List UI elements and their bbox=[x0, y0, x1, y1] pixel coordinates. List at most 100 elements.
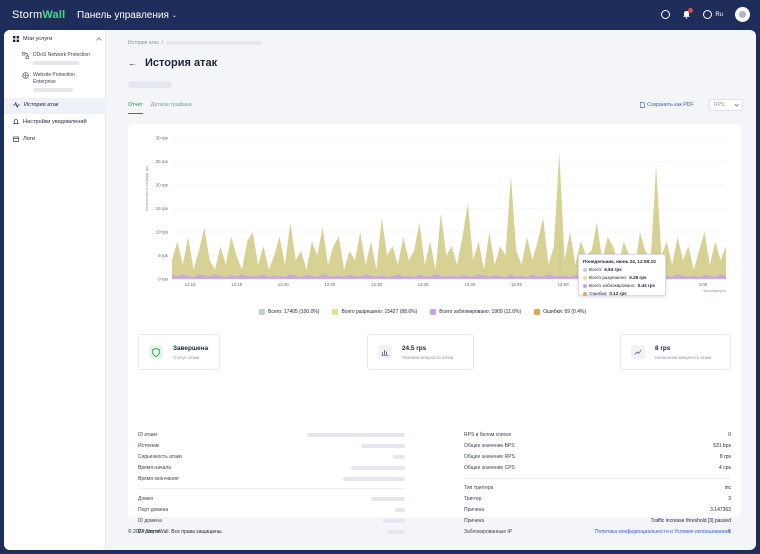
detail-label: Домен bbox=[138, 496, 154, 502]
x-tick-label: 12:20 bbox=[278, 282, 290, 287]
y-tick-label: 30 rps bbox=[156, 136, 169, 141]
globe-icon bbox=[703, 10, 713, 19]
skeleton bbox=[33, 88, 73, 92]
detail-label: Порт домена bbox=[138, 507, 169, 513]
metric-select-value: RPS bbox=[714, 102, 725, 108]
legend-item[interactable]: Всего заблокировано: 1909 (11.0%) bbox=[430, 309, 521, 315]
legend-label: Ошибки: 69 (0.4%) bbox=[543, 309, 587, 315]
footer-copyright: © 2024 StormWall. Все права защищены. bbox=[128, 529, 223, 535]
page-title-row: ← История атак bbox=[128, 57, 217, 69]
panel-title[interactable]: Панель управления ⌄ bbox=[77, 10, 177, 21]
detail-label: ID услуги bbox=[138, 529, 160, 535]
attack-chart[interactable]: 30 rps 25 rps 20 rps 15 rps 10 rps 5 rps 0 rps… bbox=[128, 124, 741, 304]
tooltip-row-value: 6.84 rps bbox=[604, 267, 622, 272]
x-tick-label: 12:50 bbox=[558, 282, 570, 287]
tooltip-row: Всего: 6.84 rps bbox=[583, 266, 661, 274]
tooltip-row: Ошибки: 0.12 rps bbox=[583, 290, 661, 298]
tooltip-title: Понедельник, июнь 24, 12:59:10 bbox=[583, 259, 656, 264]
tab-traffic-details[interactable]: Детали трафика bbox=[150, 102, 192, 108]
breadcrumb-link[interactable]: История атак bbox=[128, 40, 159, 46]
trend-up-icon bbox=[631, 345, 645, 359]
stat-label: Пиковая мощность атаки bbox=[402, 355, 454, 360]
skeleton bbox=[393, 454, 405, 459]
tooltip-row: Всего заблокировано: 0.44 rps bbox=[583, 282, 661, 290]
stat-initial: 8 rps Начальная мощность атаки bbox=[620, 334, 731, 370]
sidebar-item-label: DDoS Network Protection bbox=[33, 52, 90, 58]
logo[interactable]: StormWall bbox=[12, 9, 66, 21]
legend-item[interactable]: Всего: 17405 (100.0%) bbox=[259, 309, 319, 315]
detail-label: Причина bbox=[464, 507, 485, 513]
skeleton bbox=[128, 81, 172, 88]
detail-value: 531 bps bbox=[713, 443, 731, 449]
detail-value: 0 bbox=[728, 432, 731, 438]
x-tick-label: 12:25 bbox=[324, 282, 336, 287]
legend-item[interactable]: Всего разрешено: 15427 (88.6%) bbox=[332, 309, 417, 315]
legend-dot-icon bbox=[583, 292, 587, 296]
tabs: Отчет Детали трафика bbox=[128, 102, 192, 114]
checkbox-icon bbox=[534, 309, 541, 315]
sidebar-item-website[interactable]: Website Protection Enterprise bbox=[22, 72, 94, 92]
chevron-down-icon: ⌄ bbox=[171, 13, 177, 19]
bell-icon[interactable] bbox=[682, 8, 694, 19]
sidebar-item-label: Настройки уведомлений bbox=[23, 119, 87, 125]
legend-dot-icon bbox=[583, 276, 587, 280]
avatar[interactable] bbox=[735, 7, 750, 22]
detail-value: 5 bbox=[728, 529, 731, 535]
sidebar-item-label: Website Protection Enterprise bbox=[33, 72, 75, 85]
sidebar-item-ddos[interactable]: DDoS Network Protection bbox=[22, 52, 90, 65]
save-pdf-button[interactable]: Сохранить как PDF bbox=[640, 102, 694, 108]
tooltip-row: Всего разрешено: 6.28 rps bbox=[583, 274, 661, 282]
sidebar-services[interactable]: Мои услуги bbox=[13, 36, 102, 43]
y-tick-label: 25 rps bbox=[156, 159, 169, 164]
x-axis-label: Часы/минуты bbox=[702, 289, 726, 293]
legend-label: Всего: 17405 (100.0%) bbox=[268, 309, 320, 315]
legend-label: Всего заблокировано: 1909 (11.0%) bbox=[439, 309, 522, 315]
checkbox-icon bbox=[259, 309, 265, 315]
footer-links[interactable]: Политика конфиденциальности и Условия ис… bbox=[595, 529, 730, 535]
sidebar-item-logs[interactable]: Логи bbox=[13, 136, 35, 142]
detail-label: ID атаки bbox=[138, 432, 158, 438]
tooltip-row-label: Всего заблокировано: bbox=[589, 283, 636, 288]
skeleton bbox=[166, 41, 263, 45]
stat-value: 24.5 rps bbox=[402, 345, 427, 352]
y-tick-label: 5 rps bbox=[158, 253, 169, 258]
language-selector[interactable]: Ru bbox=[703, 10, 723, 19]
sidebar-active-bg bbox=[4, 98, 106, 114]
x-tick-label: 12:30 bbox=[371, 282, 383, 287]
skeleton bbox=[371, 496, 405, 501]
file-icon bbox=[640, 102, 645, 108]
stat-label: Статус атаки bbox=[173, 355, 200, 360]
detail-label: RPS в белом списке bbox=[464, 432, 512, 438]
detail-value: 4 cps bbox=[719, 465, 731, 471]
y-tick-label: 10 rps bbox=[156, 230, 169, 235]
detail-label: Тип триггера bbox=[464, 485, 494, 491]
detail-label: Серьезность атаки bbox=[138, 454, 182, 460]
tooltip-row-value: 6.28 rps bbox=[629, 275, 647, 280]
sidebar: Мои услуги DDoS Network Protection Websi… bbox=[4, 30, 106, 550]
chevron-down-icon bbox=[734, 102, 739, 107]
legend-item[interactable]: Ошибки: 69 (0.4%) bbox=[534, 309, 586, 315]
tooltip-row-label: Всего разрешено: bbox=[589, 275, 628, 280]
sidebar-item-notifications[interactable]: Настройки уведомлений bbox=[13, 119, 87, 125]
tab-report[interactable]: Отчет bbox=[128, 102, 143, 114]
app-frame: Мои услуги DDoS Network Protection Websi… bbox=[4, 30, 756, 550]
support-icon[interactable] bbox=[661, 10, 671, 19]
sidebar-item-attack-history[interactable]: История атак bbox=[13, 102, 58, 108]
detail-label: ID домена bbox=[138, 518, 162, 524]
detail-label: Время начала bbox=[138, 465, 171, 471]
x-tick-label: 12:40 bbox=[464, 282, 476, 287]
back-arrow-icon[interactable]: ← bbox=[128, 58, 137, 68]
metric-select[interactable]: RPS bbox=[709, 99, 743, 111]
calendar-icon bbox=[13, 136, 19, 142]
detail-value: 8 rps bbox=[719, 454, 731, 460]
top-bar: StormWall Панель управления ⌄ Ru bbox=[0, 0, 760, 32]
checkbox-icon bbox=[332, 309, 339, 315]
skeleton bbox=[343, 476, 405, 481]
stat-label: Начальная мощность атаки bbox=[655, 355, 712, 360]
language-label: Ru bbox=[715, 11, 723, 18]
tooltip-row-value: 0.44 rps bbox=[637, 283, 656, 288]
activity-icon bbox=[13, 102, 20, 108]
report-card: 30 rps 25 rps 20 rps 15 rps 10 rps 5 rps 0 rps… bbox=[128, 124, 741, 535]
skeleton bbox=[383, 518, 405, 523]
detail-label: Общее значение CPS bbox=[464, 465, 515, 471]
